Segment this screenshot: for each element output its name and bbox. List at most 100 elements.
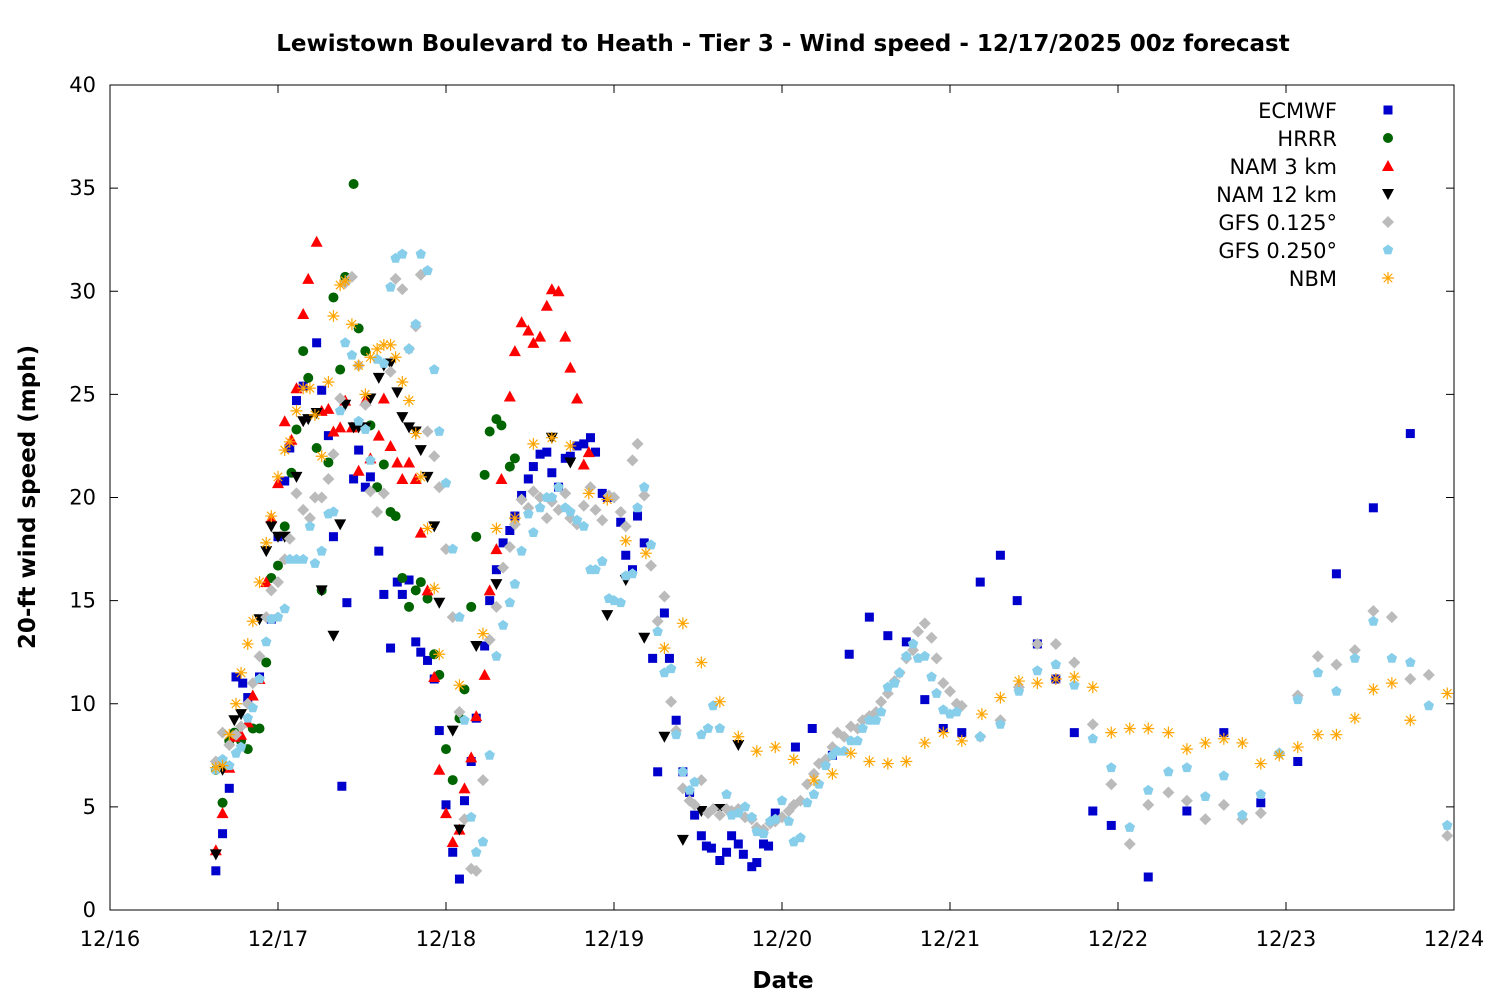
data-point: [695, 656, 708, 669]
data-point: [515, 316, 528, 328]
data-point: [1292, 694, 1303, 705]
data-point: [477, 836, 489, 847]
data-point: [364, 351, 377, 364]
data-point: [230, 697, 242, 710]
data-point: [433, 597, 446, 609]
data-point: [739, 801, 751, 812]
data-point: [944, 685, 956, 698]
data-point: [545, 431, 558, 444]
legend-label: ECMWF: [1258, 99, 1337, 123]
data-point: [389, 272, 402, 285]
data-point: [371, 505, 384, 518]
data-point: [297, 307, 310, 319]
data-point: [353, 323, 364, 334]
data-point: [265, 521, 278, 533]
data-point: [480, 641, 490, 651]
legend-marker-diamond-icon: [1382, 216, 1394, 228]
data-point: [414, 445, 427, 457]
data-point: [377, 487, 390, 500]
data-point: [441, 800, 451, 810]
data-point: [504, 597, 516, 608]
data-point: [372, 372, 385, 384]
data-point: [571, 392, 584, 404]
data-point: [702, 723, 714, 733]
data-point: [335, 364, 346, 375]
data-point: [1423, 700, 1434, 711]
data-point: [564, 457, 577, 469]
data-point: [503, 390, 516, 402]
data-point: [217, 797, 228, 808]
data-point: [1236, 736, 1249, 749]
data-point: [454, 611, 465, 622]
data-point: [564, 361, 577, 373]
data-point: [614, 505, 627, 518]
data-point: [552, 285, 565, 297]
data-point: [411, 637, 421, 647]
data-point: [334, 392, 347, 405]
data-point: [770, 813, 781, 824]
data-point: [392, 577, 402, 587]
data-point: [1331, 569, 1341, 579]
data-point: [644, 559, 657, 572]
data-point: [371, 343, 384, 355]
data-point: [713, 809, 726, 822]
data-point: [870, 714, 882, 725]
data-point: [1367, 604, 1380, 617]
data-point: [433, 763, 446, 775]
data-point: [317, 385, 327, 395]
data-point: [577, 458, 590, 470]
data-point: [446, 835, 459, 847]
data-point: [677, 766, 689, 777]
data-point: [631, 437, 644, 450]
data-point: [559, 487, 572, 500]
data-point: [1386, 652, 1398, 663]
data-point: [1273, 749, 1286, 762]
data-point: [309, 558, 321, 568]
x-tick-label: 12/22: [1088, 927, 1149, 951]
series-ecmwf: [211, 338, 1415, 884]
data-point: [216, 726, 229, 739]
data-point: [284, 553, 295, 564]
data-point: [1312, 667, 1324, 678]
data-point: [421, 425, 434, 438]
data-point: [527, 336, 540, 348]
data-point: [738, 849, 748, 859]
data-point: [671, 715, 681, 725]
series-hrrr: [210, 179, 520, 808]
data-point: [471, 531, 482, 542]
data-point: [565, 506, 576, 517]
data-point: [372, 429, 385, 441]
data-point: [428, 582, 441, 595]
data-point: [1088, 806, 1098, 816]
data-point: [721, 789, 732, 799]
data-point: [1013, 685, 1025, 696]
data-point: [235, 666, 248, 679]
data-point: [312, 338, 322, 348]
data-point: [621, 550, 631, 560]
data-point: [1422, 668, 1435, 681]
data-point: [515, 493, 528, 506]
data-point: [639, 538, 649, 548]
data-point: [328, 292, 339, 303]
data-point: [391, 387, 404, 399]
data-point: [359, 388, 372, 401]
data-point: [639, 547, 652, 560]
y-tick-label: 35: [69, 176, 96, 200]
data-point: [639, 481, 650, 492]
data-point: [764, 841, 774, 851]
data-point: [497, 561, 510, 574]
data-point: [1255, 789, 1266, 799]
data-point: [497, 619, 509, 630]
data-points: [209, 179, 1454, 884]
data-point: [1256, 798, 1266, 808]
data-point: [423, 655, 433, 665]
data-point: [553, 481, 564, 492]
data-point: [261, 636, 272, 647]
data-point: [1349, 652, 1361, 663]
data-point: [1200, 791, 1211, 801]
data-point: [391, 456, 404, 468]
legend-marker-triangle-up-icon: [1382, 160, 1394, 171]
data-point: [334, 519, 347, 531]
data-point: [354, 445, 364, 455]
data-point: [327, 425, 340, 437]
